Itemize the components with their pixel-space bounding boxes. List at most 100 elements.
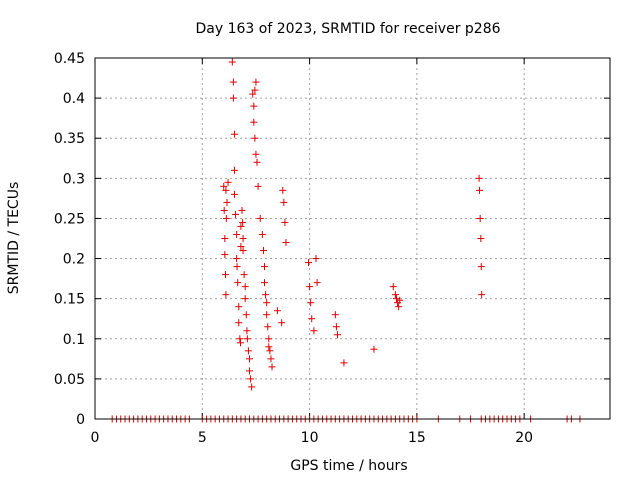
data-point bbox=[239, 235, 247, 242]
data-point bbox=[246, 355, 253, 363]
data-point bbox=[235, 319, 243, 327]
data-point bbox=[251, 86, 259, 94]
data-point bbox=[268, 363, 276, 371]
data-point bbox=[261, 263, 269, 271]
data-point bbox=[234, 279, 242, 287]
data-point bbox=[233, 255, 241, 263]
data-point bbox=[235, 303, 243, 311]
data-point bbox=[228, 58, 236, 66]
data-point bbox=[237, 243, 245, 251]
data-point bbox=[230, 190, 238, 198]
data-point bbox=[236, 339, 244, 347]
y-tick-label: 0.25 bbox=[54, 211, 85, 227]
chart-title: Day 163 of 2023, SRMTID for receiver p28… bbox=[195, 21, 500, 37]
data-point bbox=[278, 319, 286, 327]
tick-labels: 0 5 10 15 20 0 0.05 0.1 0.15 0.2 0.25 0.3 0.35 0.4 0.4… bbox=[54, 51, 533, 446]
data-point bbox=[476, 186, 484, 194]
data-point bbox=[306, 283, 314, 291]
data-point bbox=[241, 295, 249, 303]
data-point bbox=[251, 134, 259, 142]
data-point bbox=[396, 296, 404, 304]
data-point bbox=[478, 291, 486, 299]
y-tick-label: 0.2 bbox=[63, 252, 85, 268]
data-point bbox=[310, 327, 318, 335]
data-point bbox=[246, 367, 253, 375]
data-point bbox=[248, 383, 256, 391]
x-tick-label: 10 bbox=[301, 430, 319, 446]
y-tick-label: 0 bbox=[76, 412, 85, 428]
y-tick-label: 0.3 bbox=[63, 171, 85, 187]
data-point bbox=[224, 178, 232, 186]
data-point bbox=[222, 186, 230, 194]
data-point bbox=[222, 214, 230, 222]
data-point bbox=[230, 130, 238, 138]
data-points bbox=[108, 58, 584, 423]
data-point bbox=[254, 182, 262, 190]
data-point bbox=[475, 174, 483, 182]
data-point bbox=[239, 218, 247, 226]
y-tick-label: 0.4 bbox=[63, 91, 85, 107]
data-point bbox=[250, 102, 258, 110]
data-point bbox=[253, 158, 261, 166]
data-point bbox=[236, 335, 244, 343]
data-point bbox=[229, 78, 237, 86]
data-point bbox=[476, 214, 484, 222]
data-point bbox=[259, 247, 267, 255]
data-point bbox=[282, 239, 290, 247]
data-point bbox=[241, 283, 249, 291]
axis-ticks bbox=[94, 57, 610, 420]
y-tick-label: 0.05 bbox=[54, 372, 85, 388]
data-point bbox=[280, 198, 288, 206]
data-point bbox=[239, 247, 247, 255]
data-point bbox=[243, 327, 251, 335]
data-point bbox=[258, 230, 266, 238]
y-axis-label: SRMTID / TECUs bbox=[6, 182, 22, 295]
data-point bbox=[391, 291, 399, 299]
data-point bbox=[392, 295, 400, 303]
data-point bbox=[232, 210, 240, 218]
data-point bbox=[477, 235, 485, 242]
grid-lines bbox=[95, 58, 610, 419]
data-point bbox=[230, 166, 238, 174]
y-tick-label: 0.45 bbox=[54, 51, 85, 67]
data-point bbox=[252, 150, 260, 158]
data-point bbox=[220, 182, 228, 190]
data-point bbox=[237, 222, 245, 230]
data-point bbox=[273, 307, 281, 315]
data-point bbox=[312, 255, 320, 263]
data-point bbox=[222, 291, 230, 299]
data-point bbox=[238, 206, 246, 214]
plot-frame bbox=[94, 57, 611, 420]
data-point bbox=[249, 90, 257, 98]
data-point bbox=[221, 251, 229, 259]
data-point bbox=[308, 315, 316, 323]
x-tick-label: 5 bbox=[198, 430, 207, 446]
data-point bbox=[221, 271, 229, 279]
data-point bbox=[243, 335, 251, 343]
y-tick-label: 0.15 bbox=[54, 292, 85, 308]
data-point bbox=[261, 279, 269, 287]
data-point bbox=[389, 283, 397, 291]
data-point bbox=[221, 235, 229, 242]
y-tick-label: 0.1 bbox=[63, 332, 85, 348]
data-point bbox=[279, 186, 287, 194]
data-point bbox=[250, 118, 258, 126]
data-point bbox=[223, 198, 231, 206]
data-point bbox=[233, 263, 241, 271]
data-point bbox=[370, 345, 378, 353]
data-point bbox=[477, 263, 485, 271]
data-point bbox=[263, 311, 271, 319]
data-point bbox=[240, 271, 248, 279]
data-point bbox=[267, 355, 275, 363]
data-point bbox=[229, 94, 237, 102]
data-point bbox=[333, 331, 341, 339]
x-tick-label: 15 bbox=[408, 430, 426, 446]
data-point bbox=[242, 311, 250, 319]
data-point bbox=[332, 323, 340, 331]
data-point bbox=[244, 347, 252, 355]
data-point bbox=[265, 343, 273, 351]
data-point bbox=[313, 279, 321, 287]
data-point bbox=[266, 347, 274, 355]
data-point bbox=[281, 218, 289, 226]
